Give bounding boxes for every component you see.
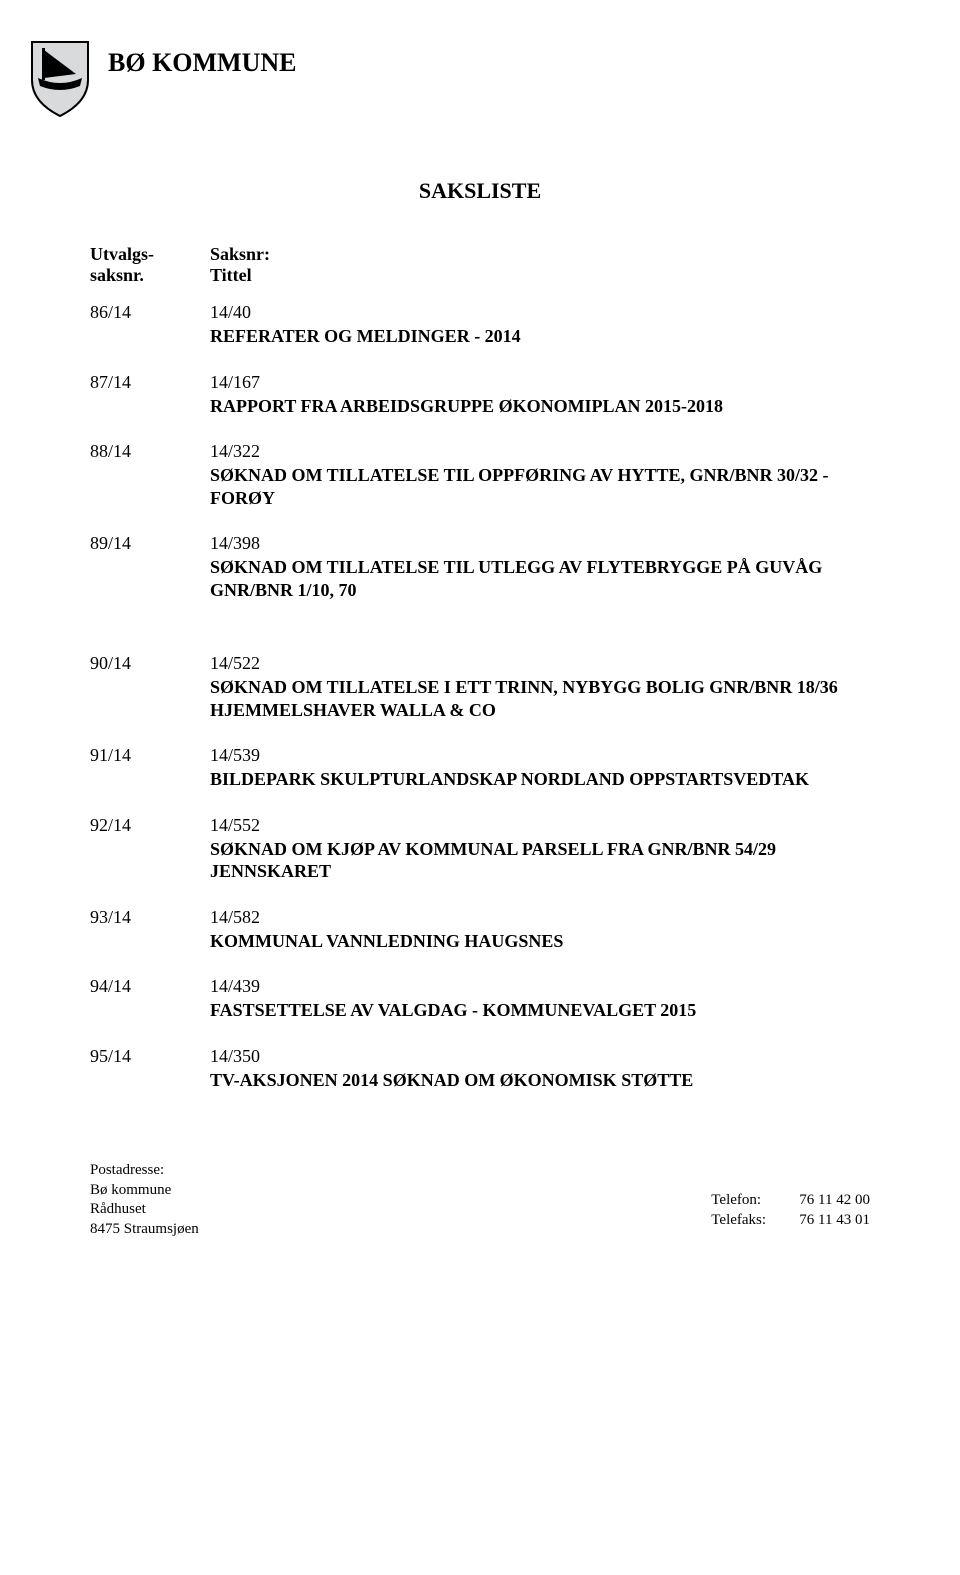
item-saksnr: 14/582 xyxy=(210,907,870,928)
item-title: SØKNAD OM TILLATELSE TIL UTLEGG AV FLYTE… xyxy=(90,556,870,601)
footer-left-2: Bø kommune xyxy=(90,1181,199,1201)
item-row: 90/1414/522 xyxy=(90,653,870,674)
item-row: 89/1414/398 xyxy=(90,533,870,554)
item-utvalg-nr: 92/14 xyxy=(90,815,210,836)
item-title: FASTSETTELSE AV VALGDAG - KOMMUNEVALGET … xyxy=(90,999,870,1022)
footer-fax-label: Telefaks: xyxy=(711,1211,781,1231)
footer-contact: Telefon: 76 11 42 00 Telefaks: 76 11 43 … xyxy=(711,1161,870,1239)
item-saksnr: 14/439 xyxy=(210,976,870,997)
item-utvalg-nr: 94/14 xyxy=(90,976,210,997)
footer-left-1: Postadresse: xyxy=(90,1161,199,1181)
col2-header-a: Saksnr: xyxy=(210,244,870,265)
item-title: TV-AKSJONEN 2014 SØKNAD OM ØKONOMISK STØ… xyxy=(90,1069,870,1092)
page: BØ KOMMUNE SAKSLISTE Utvalgs- saksnr. Sa… xyxy=(0,0,960,1269)
item-title: SØKNAD OM TILLATELSE I ETT TRINN, NYBYGG… xyxy=(90,676,870,721)
item-title: KOMMUNAL VANNLEDNING HAUGSNES xyxy=(90,930,870,953)
item-saksnr: 14/350 xyxy=(210,1046,870,1067)
col1-header-b: saksnr. xyxy=(90,265,210,286)
item-row: 86/1414/40 xyxy=(90,302,870,323)
item-utvalg-nr: 87/14 xyxy=(90,372,210,393)
col1-header-a: Utvalgs- xyxy=(90,244,210,265)
item-utvalg-nr: 95/14 xyxy=(90,1046,210,1067)
item-utvalg-nr: 90/14 xyxy=(90,653,210,674)
item-row: 93/1414/582 xyxy=(90,907,870,928)
item-utvalg-nr: 89/14 xyxy=(90,533,210,554)
item-row: 91/1414/539 xyxy=(90,745,870,766)
item-title: BILDEPARK SKULPTURLANDSKAP NORDLAND OPPS… xyxy=(90,768,870,791)
footer-phone-label: Telefon: xyxy=(711,1191,781,1211)
item-utvalg-nr: 86/14 xyxy=(90,302,210,323)
item-title: REFERATER OG MELDINGER - 2014 xyxy=(90,325,870,348)
item-utvalg-nr: 91/14 xyxy=(90,745,210,766)
item-row: 88/1414/322 xyxy=(90,441,870,462)
item-saksnr: 14/398 xyxy=(210,533,870,554)
item-utvalg-nr: 88/14 xyxy=(90,441,210,462)
item-saksnr: 14/522 xyxy=(210,653,870,674)
footer-phone-value: 76 11 42 00 xyxy=(799,1191,870,1211)
items-list: 86/1414/40REFERATER OG MELDINGER - 20148… xyxy=(90,302,870,1091)
item-saksnr: 14/167 xyxy=(210,372,870,393)
item-utvalg-nr: 93/14 xyxy=(90,907,210,928)
item-row: 94/1414/439 xyxy=(90,976,870,997)
item-row: 95/1414/350 xyxy=(90,1046,870,1067)
item-title: SØKNAD OM TILLATELSE TIL OPPFØRING AV HY… xyxy=(90,464,870,509)
item-saksnr: 14/322 xyxy=(210,441,870,462)
org-title: BØ KOMMUNE xyxy=(108,40,297,78)
footer-fax-value: 76 11 43 01 xyxy=(799,1211,870,1231)
footer-left-4: 8475 Straumsjøen xyxy=(90,1220,199,1240)
item-title: SØKNAD OM KJØP AV KOMMUNAL PARSELL FRA G… xyxy=(90,838,870,883)
footer-address: Postadresse: Bø kommune Rådhuset 8475 St… xyxy=(90,1161,199,1239)
item-row: 92/1414/552 xyxy=(90,815,870,836)
item-row: 87/1414/167 xyxy=(90,372,870,393)
municipality-logo xyxy=(30,40,90,118)
col2-header-b: Tittel xyxy=(210,265,870,286)
footer-left-3: Rådhuset xyxy=(90,1200,199,1220)
item-title: RAPPORT FRA ARBEIDSGRUPPE ØKONOMIPLAN 20… xyxy=(90,395,870,418)
header-row: BØ KOMMUNE xyxy=(90,40,870,118)
list-title: SAKSLISTE xyxy=(90,178,870,204)
column-headers: Utvalgs- saksnr. Saksnr: Tittel xyxy=(90,244,870,286)
item-saksnr: 14/552 xyxy=(210,815,870,836)
footer: Postadresse: Bø kommune Rådhuset 8475 St… xyxy=(90,1161,870,1239)
item-saksnr: 14/539 xyxy=(210,745,870,766)
item-saksnr: 14/40 xyxy=(210,302,870,323)
